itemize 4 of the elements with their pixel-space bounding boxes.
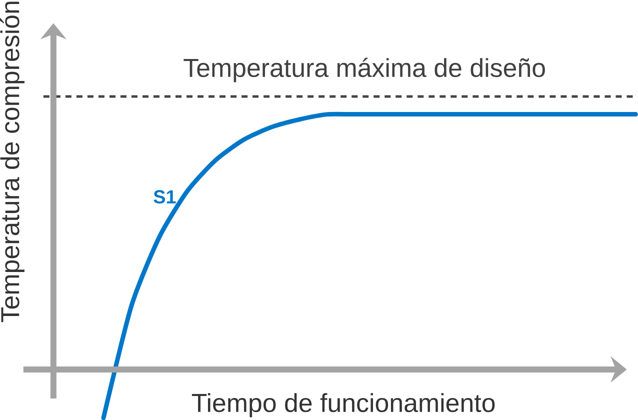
y-axis-title: Temperatura de compresión [0,2,24,322]
ref-line-label: Temperatura máxima de diseño [184,58,545,82]
x-axis-title: Tiempo de funcionamiento [192,393,495,418]
series-label: S1 [154,190,176,204]
